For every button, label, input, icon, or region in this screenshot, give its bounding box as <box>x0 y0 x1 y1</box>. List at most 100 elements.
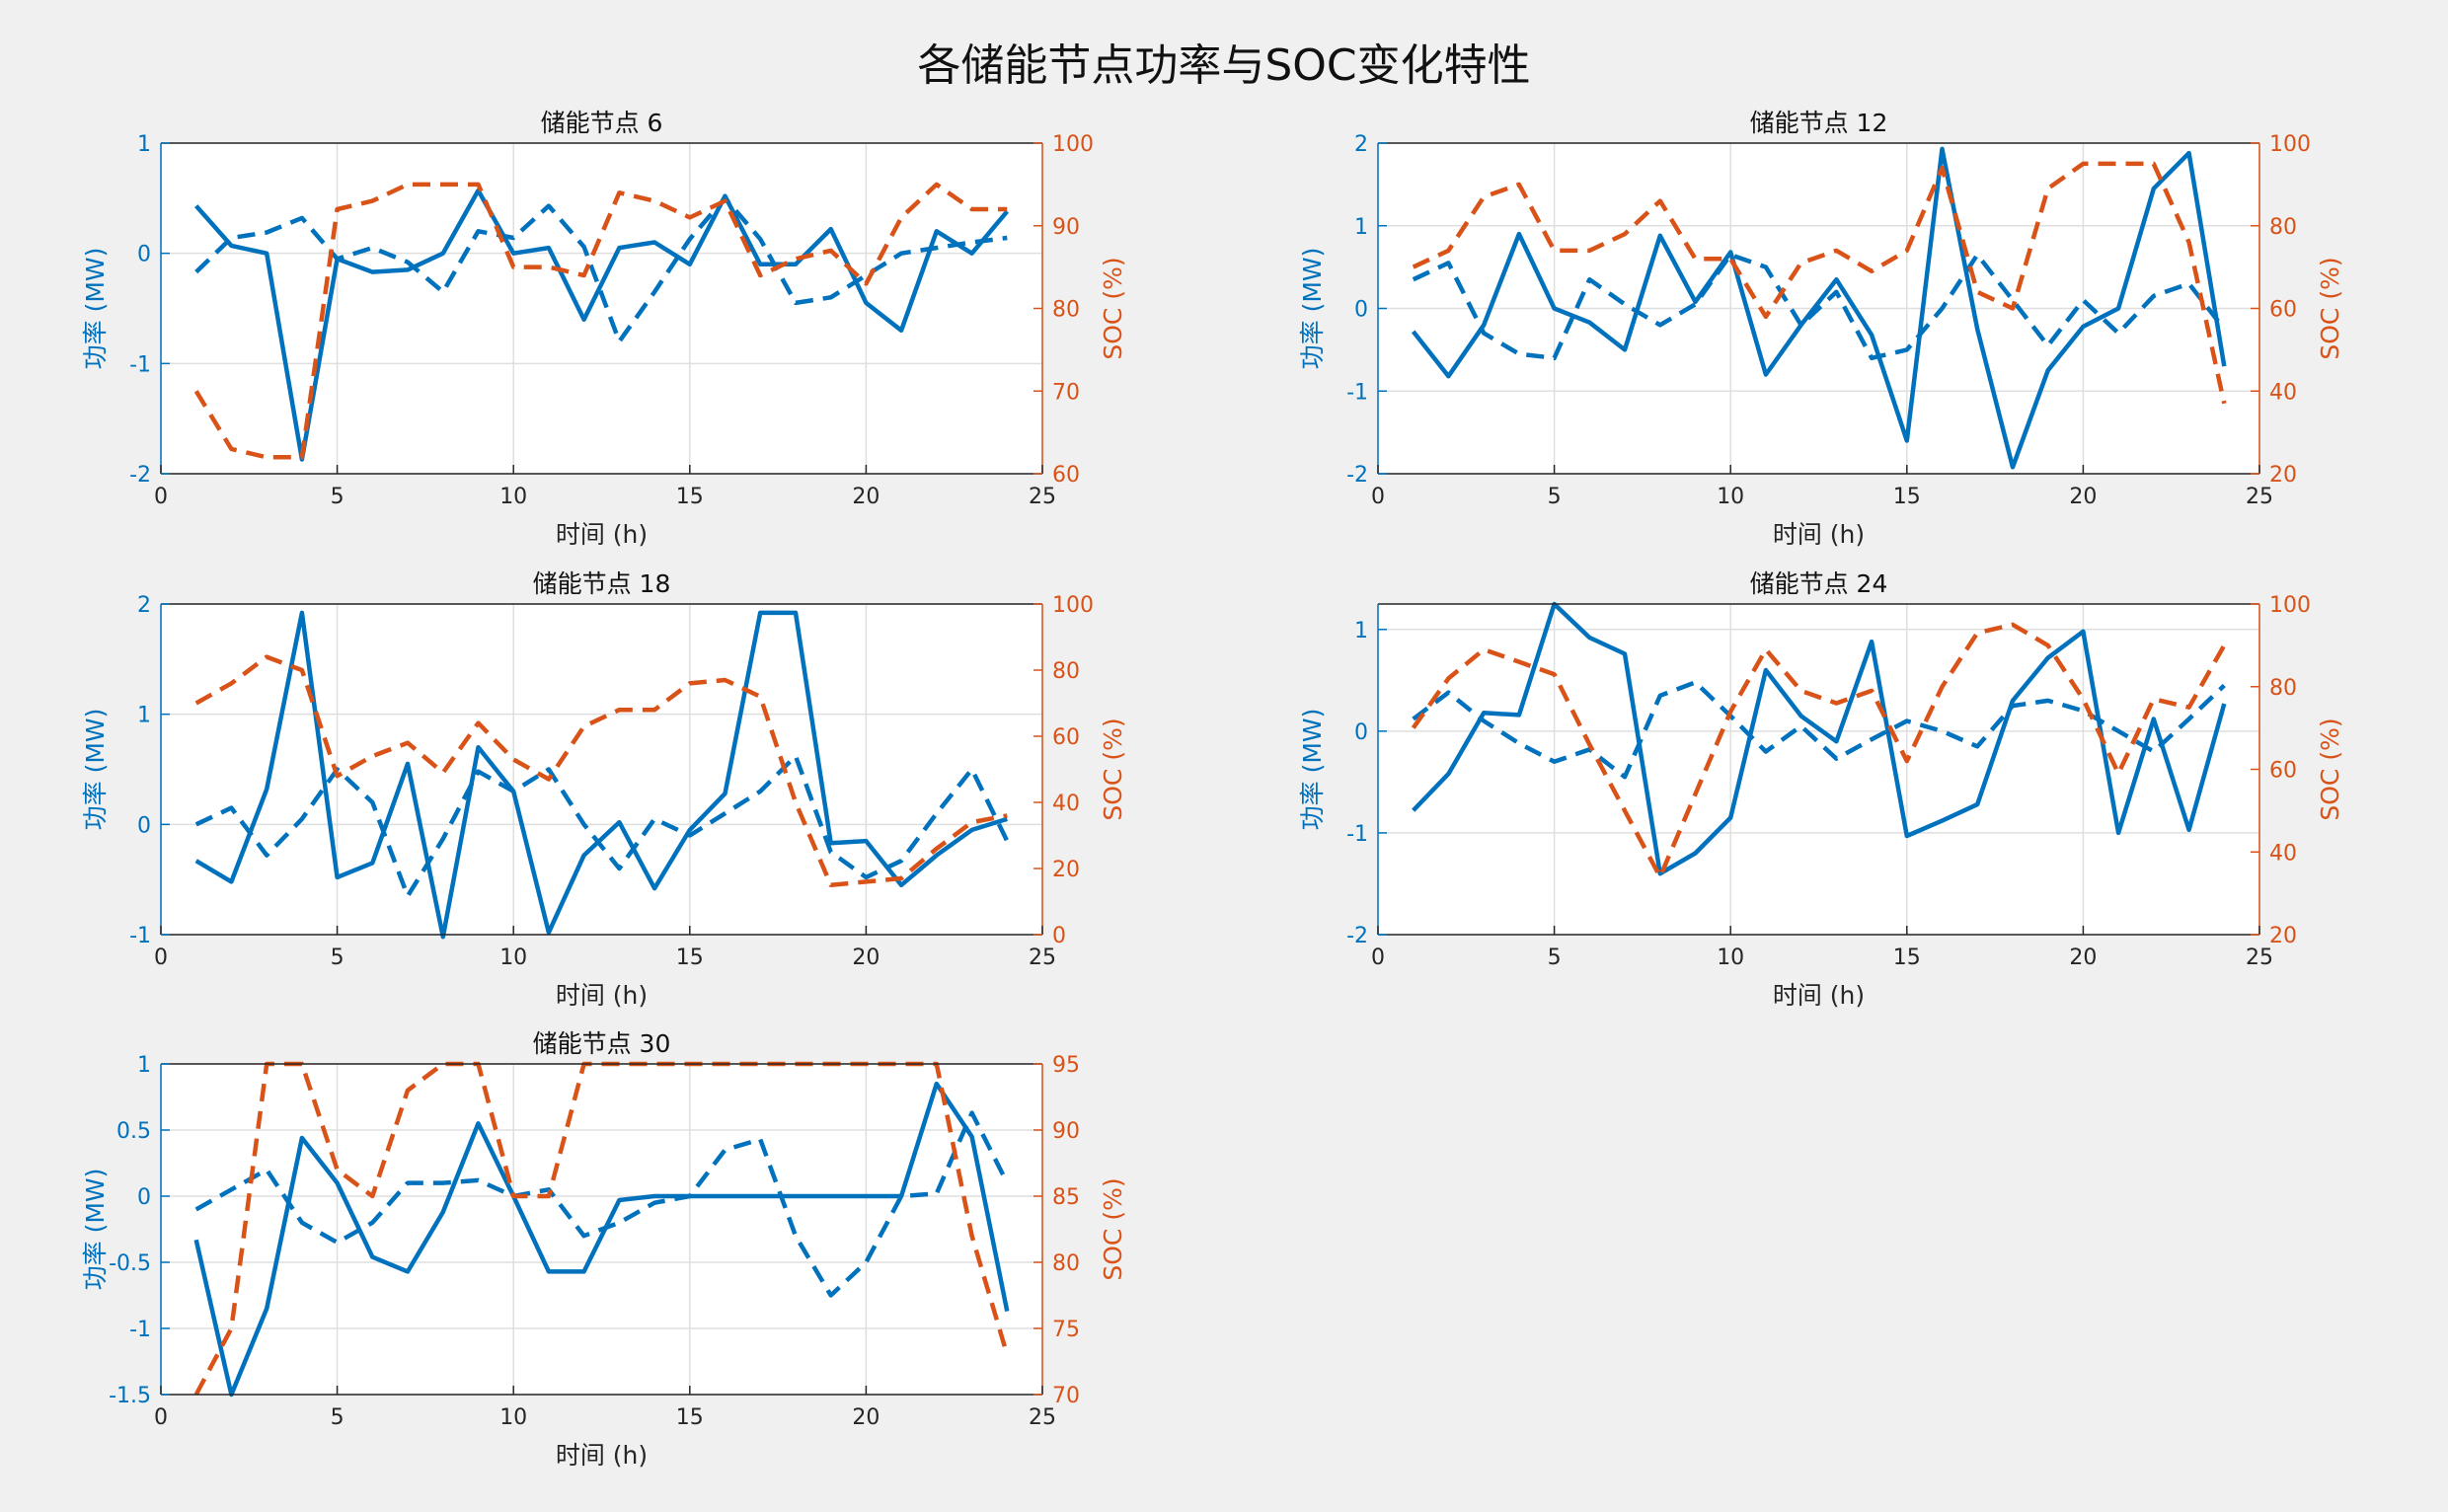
x-tick-label: 10 <box>499 1405 527 1430</box>
y-right-tick-label: 40 <box>2269 380 2297 405</box>
y-left-tick-label: -1 <box>129 1318 151 1342</box>
y-left-tick-label: 0 <box>137 813 151 838</box>
y-right-axis-label: SOC (%) <box>1099 257 1127 359</box>
x-axis-label: 时间 (h) <box>556 1441 648 1470</box>
y-right-tick-label: 80 <box>2269 215 2297 240</box>
x-tick-label: 0 <box>1371 945 1385 970</box>
x-tick-label: 10 <box>1717 485 1744 509</box>
x-tick-label: 0 <box>1371 485 1385 509</box>
y-left-tick-label: -1.5 <box>109 1384 151 1408</box>
subplot-title: 储能节点 12 <box>1750 109 1888 137</box>
y-left-tick-label: -1 <box>1346 380 1368 405</box>
x-tick-label: 5 <box>331 485 344 509</box>
y-left-tick-label: -1 <box>1346 822 1368 847</box>
y-left-tick-label: 0 <box>1354 298 1368 323</box>
x-tick-label: 15 <box>676 1405 704 1430</box>
y-right-tick-label: 60 <box>1052 725 1080 750</box>
x-tick-label: 25 <box>1029 485 1056 509</box>
y-right-tick-label: 80 <box>1052 1251 1080 1276</box>
x-tick-label: 25 <box>2246 945 2273 970</box>
series-line-soc-dashed <box>1412 161 2227 405</box>
x-tick-label: 15 <box>676 485 704 509</box>
y-right-tick-label: 100 <box>1052 132 1094 157</box>
y-right-tick-label: 0 <box>1052 924 1066 948</box>
y-left-tick-label: 2 <box>1354 132 1368 157</box>
subplot-title: 储能节点 24 <box>1750 569 1888 598</box>
y-right-tick-label: 20 <box>2269 463 2297 488</box>
x-tick-label: 15 <box>1893 485 1921 509</box>
y-left-tick-label: -2 <box>1346 924 1368 948</box>
y-right-tick-label: 90 <box>1052 215 1080 240</box>
y-right-tick-label: 60 <box>2269 759 2297 784</box>
y-right-tick-label: 60 <box>2269 298 2297 323</box>
x-axis-label: 时间 (h) <box>556 981 648 1010</box>
x-tick-label: 10 <box>499 485 527 509</box>
y-right-tick-label: 80 <box>2269 676 2297 701</box>
x-tick-label: 5 <box>331 945 344 970</box>
x-tick-label: 20 <box>852 945 880 970</box>
x-tick-label: 0 <box>154 1405 168 1430</box>
y-right-tick-label: 80 <box>1052 659 1080 684</box>
series-line-soc-dashed <box>194 654 1008 888</box>
x-axis-label: 时间 (h) <box>1773 981 1865 1010</box>
y-left-tick-label: 0 <box>137 243 151 267</box>
y-left-axis-label: 功率 (MW) <box>1298 709 1327 831</box>
y-right-tick-label: 80 <box>1052 298 1080 323</box>
y-left-axis-label: 功率 (MW) <box>1298 248 1327 370</box>
y-left-tick-label: 1 <box>137 132 151 157</box>
y-right-tick-label: 70 <box>1052 380 1080 405</box>
x-tick-label: 10 <box>1717 945 1744 970</box>
subplot-node-6: 0 5 10 15 20 25 -2 -1 0 1 60 70 80 90 100 储能节点 6 时间 (h) 功… <box>81 109 1127 549</box>
y-left-tick-label: -1 <box>129 352 151 377</box>
y-right-axis-label: SOC (%) <box>1099 718 1127 820</box>
y-left-tick-label: 1 <box>137 704 151 728</box>
series-line-power-solid <box>1412 601 2227 876</box>
x-tick-label: 20 <box>852 485 880 509</box>
x-tick-label: 15 <box>676 945 704 970</box>
y-right-tick-label: 20 <box>1052 858 1080 882</box>
x-tick-label: 25 <box>2246 485 2273 509</box>
y-right-tick-label: 100 <box>2269 132 2311 157</box>
plot-area <box>1378 604 2259 935</box>
y-right-tick-label: 100 <box>1052 593 1094 618</box>
x-tick-label: 20 <box>2069 945 2097 970</box>
y-right-tick-label: 60 <box>1052 463 1080 488</box>
y-left-tick-label: 0 <box>137 1185 151 1210</box>
y-right-tick-label: 75 <box>1052 1318 1080 1342</box>
x-tick-label: 20 <box>2069 485 2097 509</box>
y-right-tick-label: 85 <box>1052 1185 1080 1210</box>
x-tick-label: 25 <box>1029 945 1056 970</box>
y-right-axis-label: SOC (%) <box>1099 1177 1127 1280</box>
y-left-tick-label: -2 <box>129 463 151 488</box>
x-tick-label: 0 <box>154 485 168 509</box>
x-tick-label: 5 <box>331 1405 344 1430</box>
subplot-title: 储能节点 30 <box>533 1029 671 1058</box>
x-tick-label: 20 <box>852 1405 880 1430</box>
y-left-axis-label: 功率 (MW) <box>81 248 110 370</box>
series-line-power-solid <box>194 610 1008 940</box>
series-line-power-solid <box>193 1081 1010 1398</box>
y-left-tick-label: -1 <box>129 924 151 948</box>
y-right-tick-label: 100 <box>2269 593 2311 618</box>
series-line-power-solid <box>1411 146 2227 470</box>
series-line-soc-dashed <box>1411 622 2227 879</box>
series-line-soc-dashed <box>193 182 1008 460</box>
series-line-soc-dashed <box>193 1061 1010 1397</box>
y-left-tick-label: 1 <box>1354 215 1368 240</box>
x-tick-label: 25 <box>1029 1405 1056 1430</box>
y-right-tick-label: 40 <box>1052 792 1080 816</box>
figure-title: 各储能节点功率与SOC变化特性 <box>917 40 1531 91</box>
subplot-title: 储能节点 6 <box>541 109 663 137</box>
series-line-power-dashed <box>194 753 1010 899</box>
y-right-tick-label: 95 <box>1052 1053 1080 1078</box>
y-right-tick-label: 90 <box>1052 1119 1080 1144</box>
series-line-power-solid <box>194 188 1010 462</box>
subplot-node-30: 0 5 10 15 20 25 -1.5 -1 -0.5 0 0.5 1 70 75 80 85 90 95 储能节… <box>81 1029 1127 1470</box>
y-left-tick-label: 0.5 <box>116 1119 151 1144</box>
x-tick-label: 5 <box>1548 945 1562 970</box>
series-line-power-dashed <box>1412 252 2227 361</box>
